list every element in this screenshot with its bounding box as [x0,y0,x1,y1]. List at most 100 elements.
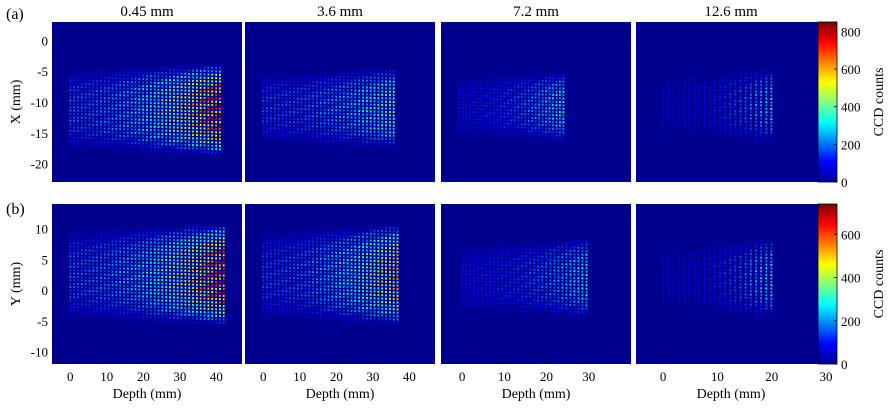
heatmap-cell [389,267,391,270]
heatmap-cell [222,237,225,240]
heatmap-cell [316,291,318,294]
heatmap-cell [362,286,364,289]
heatmap-cell [169,109,171,112]
heatmap-cell [285,90,288,93]
heatmap-cell [289,300,291,303]
heatmap-cell [77,119,79,122]
heatmap-cell [350,272,353,275]
heatmap-cell [266,134,268,136]
heatmap-cell [149,265,152,268]
heatmap-cell [724,75,726,78]
heatmap-cell [293,253,295,256]
heatmap-cell [103,239,106,242]
heatmap-cell [562,114,565,117]
heatmap-cell [107,233,110,236]
heatmap-cell [369,270,372,273]
heatmap-cell [392,308,395,311]
heatmap-cell [473,249,475,252]
heatmap-cell [80,116,83,119]
heatmap-cell [677,97,680,100]
heatmap-cell [350,296,353,299]
heatmap-cell [180,72,183,75]
heatmap-cell [184,232,187,235]
heatmap-cell [199,270,202,273]
heatmap-cell [142,302,145,305]
heatmap-cell [358,262,361,265]
heatmap-cell [149,309,152,312]
heatmap-cell [316,247,318,250]
heatmap-cell [312,271,314,274]
heatmap-cell [458,117,461,120]
heatmap-cell [165,95,168,98]
heatmap-cell [475,104,478,107]
heatmap-cell [389,270,391,273]
heatmap-cell [289,307,291,310]
heatmap-cell [103,273,106,276]
heatmap-cell [485,273,488,276]
heatmap-cell [331,119,334,122]
heatmap-cell [266,137,268,140]
heatmap-cell [77,86,79,89]
heatmap-cell [513,89,516,92]
heatmap-cell [222,234,225,236]
heatmap-cell [153,292,156,295]
heatmap-cell [505,301,508,304]
heatmap-cell [362,307,364,309]
heatmap-cell [517,133,520,136]
heatmap-cell [184,256,187,259]
heatmap-cell [293,104,295,107]
heatmap-cell [270,235,272,238]
heatmap-cell [157,122,160,125]
heatmap-cell [524,109,527,112]
heatmap-cell [73,102,75,105]
heatmap-cell [473,297,475,300]
heatmap-cell [192,66,194,69]
heatmap-cell [316,111,318,114]
heatmap-cell [520,136,523,139]
heatmap-cell [211,284,214,287]
heatmap-cell [157,262,160,265]
heatmap-cell [350,140,353,143]
heatmap-cell [319,281,322,284]
heatmap-cell [538,83,540,86]
heatmap-cell [293,307,295,310]
heatmap-cell [92,276,95,279]
heatmap-cell [304,264,307,266]
heatmap-cell [69,289,72,292]
heatmap-cell [88,96,91,99]
heatmap-cell [69,258,72,261]
heatmap-cell [688,77,690,80]
heatmap-cell [342,241,345,244]
heatmap-cell [316,81,318,84]
heatmap-cell [277,259,280,262]
heatmap-cell [396,311,399,314]
heatmap-cell [273,93,276,96]
heatmap-cell [729,130,732,133]
heatmap-cell [219,128,221,130]
heatmap-cell [377,130,380,133]
heatmap-cell [92,259,95,262]
heatmap-cell [688,115,690,118]
heatmap-cell [111,243,114,246]
heatmap-cell [350,316,353,319]
heatmap-cell [319,237,322,240]
heatmap-cell [134,132,137,134]
heatmap-cell [153,251,156,254]
heatmap-cell [69,275,72,278]
heatmap-cell [527,113,530,116]
heatmap-cell [346,109,349,112]
heatmap-cell [153,139,156,142]
heatmap-cell [273,276,276,279]
heatmap-cell [169,85,171,88]
heatmap-cell [149,275,152,278]
heatmap-cell [173,69,175,71]
heatmap-cell [312,78,314,80]
heatmap-cell [266,306,268,309]
heatmap-cell [211,90,214,93]
heatmap-cell [316,315,318,318]
heatmap-cell [146,305,148,308]
heatmap-cell [196,263,198,266]
heatmap-cell [266,248,268,251]
heatmap-cell [157,306,160,309]
heatmap-cell [316,84,318,87]
